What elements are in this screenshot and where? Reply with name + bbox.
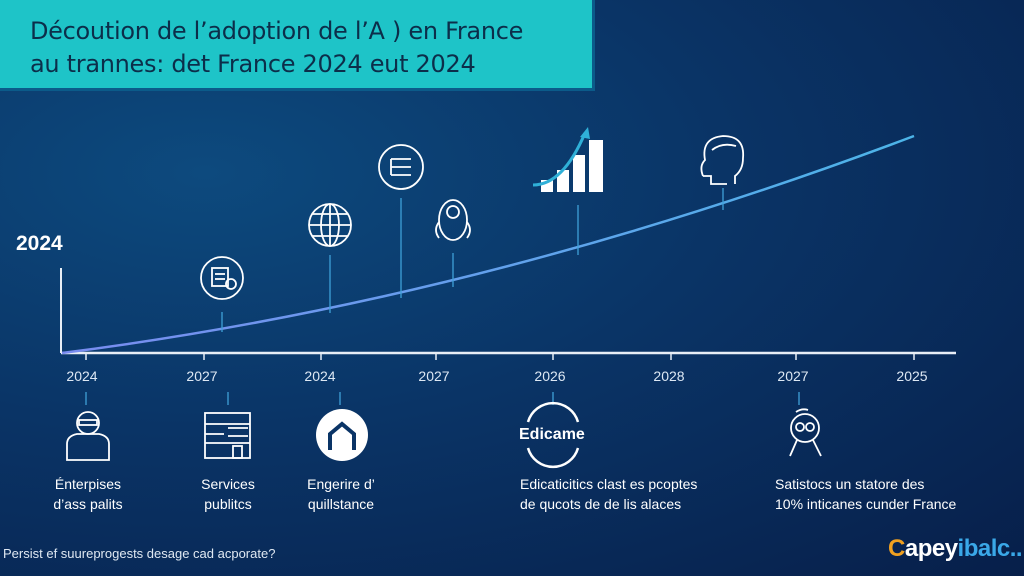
worker-icon [66, 411, 110, 461]
title-line-1: Décoution de l’adoption de l’A ) en Fran… [30, 17, 524, 45]
curve-stems [221, 188, 724, 332]
category-engineering: Engerire d’ quillstance [307, 476, 375, 512]
title-banner: Décoution de l’adoption de l’A ) en Fran… [0, 0, 595, 91]
tick-label: 2024 [304, 368, 336, 384]
edicame-badge [526, 401, 580, 469]
tick-label: 2025 [896, 368, 928, 384]
axis-ticks [85, 353, 915, 360]
axis-year-label: 2024 [16, 232, 63, 255]
certificate-icon [200, 256, 244, 300]
tick-label: 2027 [777, 368, 809, 384]
tick-label: 2027 [186, 368, 218, 384]
human-head-icon [700, 135, 745, 185]
tick-label: 2028 [653, 368, 685, 384]
tick-label: 2027 [418, 368, 450, 384]
category-enterprises: Énterpises d’ass palits [53, 476, 123, 512]
footer-question: Persist ef suureprogests desage cad acpo… [3, 546, 276, 561]
building-icon [204, 412, 251, 459]
tick-label: 2026 [534, 368, 566, 384]
title-line-2: au trannes: det France 2024 eut 2024 [30, 50, 476, 78]
category-statistics: Satistocs un statore des 10% inticanes cu… [775, 476, 957, 512]
menu-circle-icon [378, 144, 424, 190]
adoption-curve [61, 134, 915, 355]
home-circle-icon [316, 409, 368, 461]
category-public-services: Services publitcs [201, 476, 255, 512]
category-education: Edicaticitics clast es pcoptes de qucots … [520, 476, 698, 512]
edicame-badge-text: Edicame [519, 426, 585, 443]
brand-logo: Capeyibalc.. [888, 535, 1023, 562]
growth-chart-icon [532, 127, 603, 192]
ai-head-icon [435, 199, 471, 241]
globe-icon [308, 203, 352, 247]
bottom-stems [85, 392, 800, 405]
tick-label: 2024 [66, 368, 98, 384]
robot-icon [789, 408, 822, 457]
